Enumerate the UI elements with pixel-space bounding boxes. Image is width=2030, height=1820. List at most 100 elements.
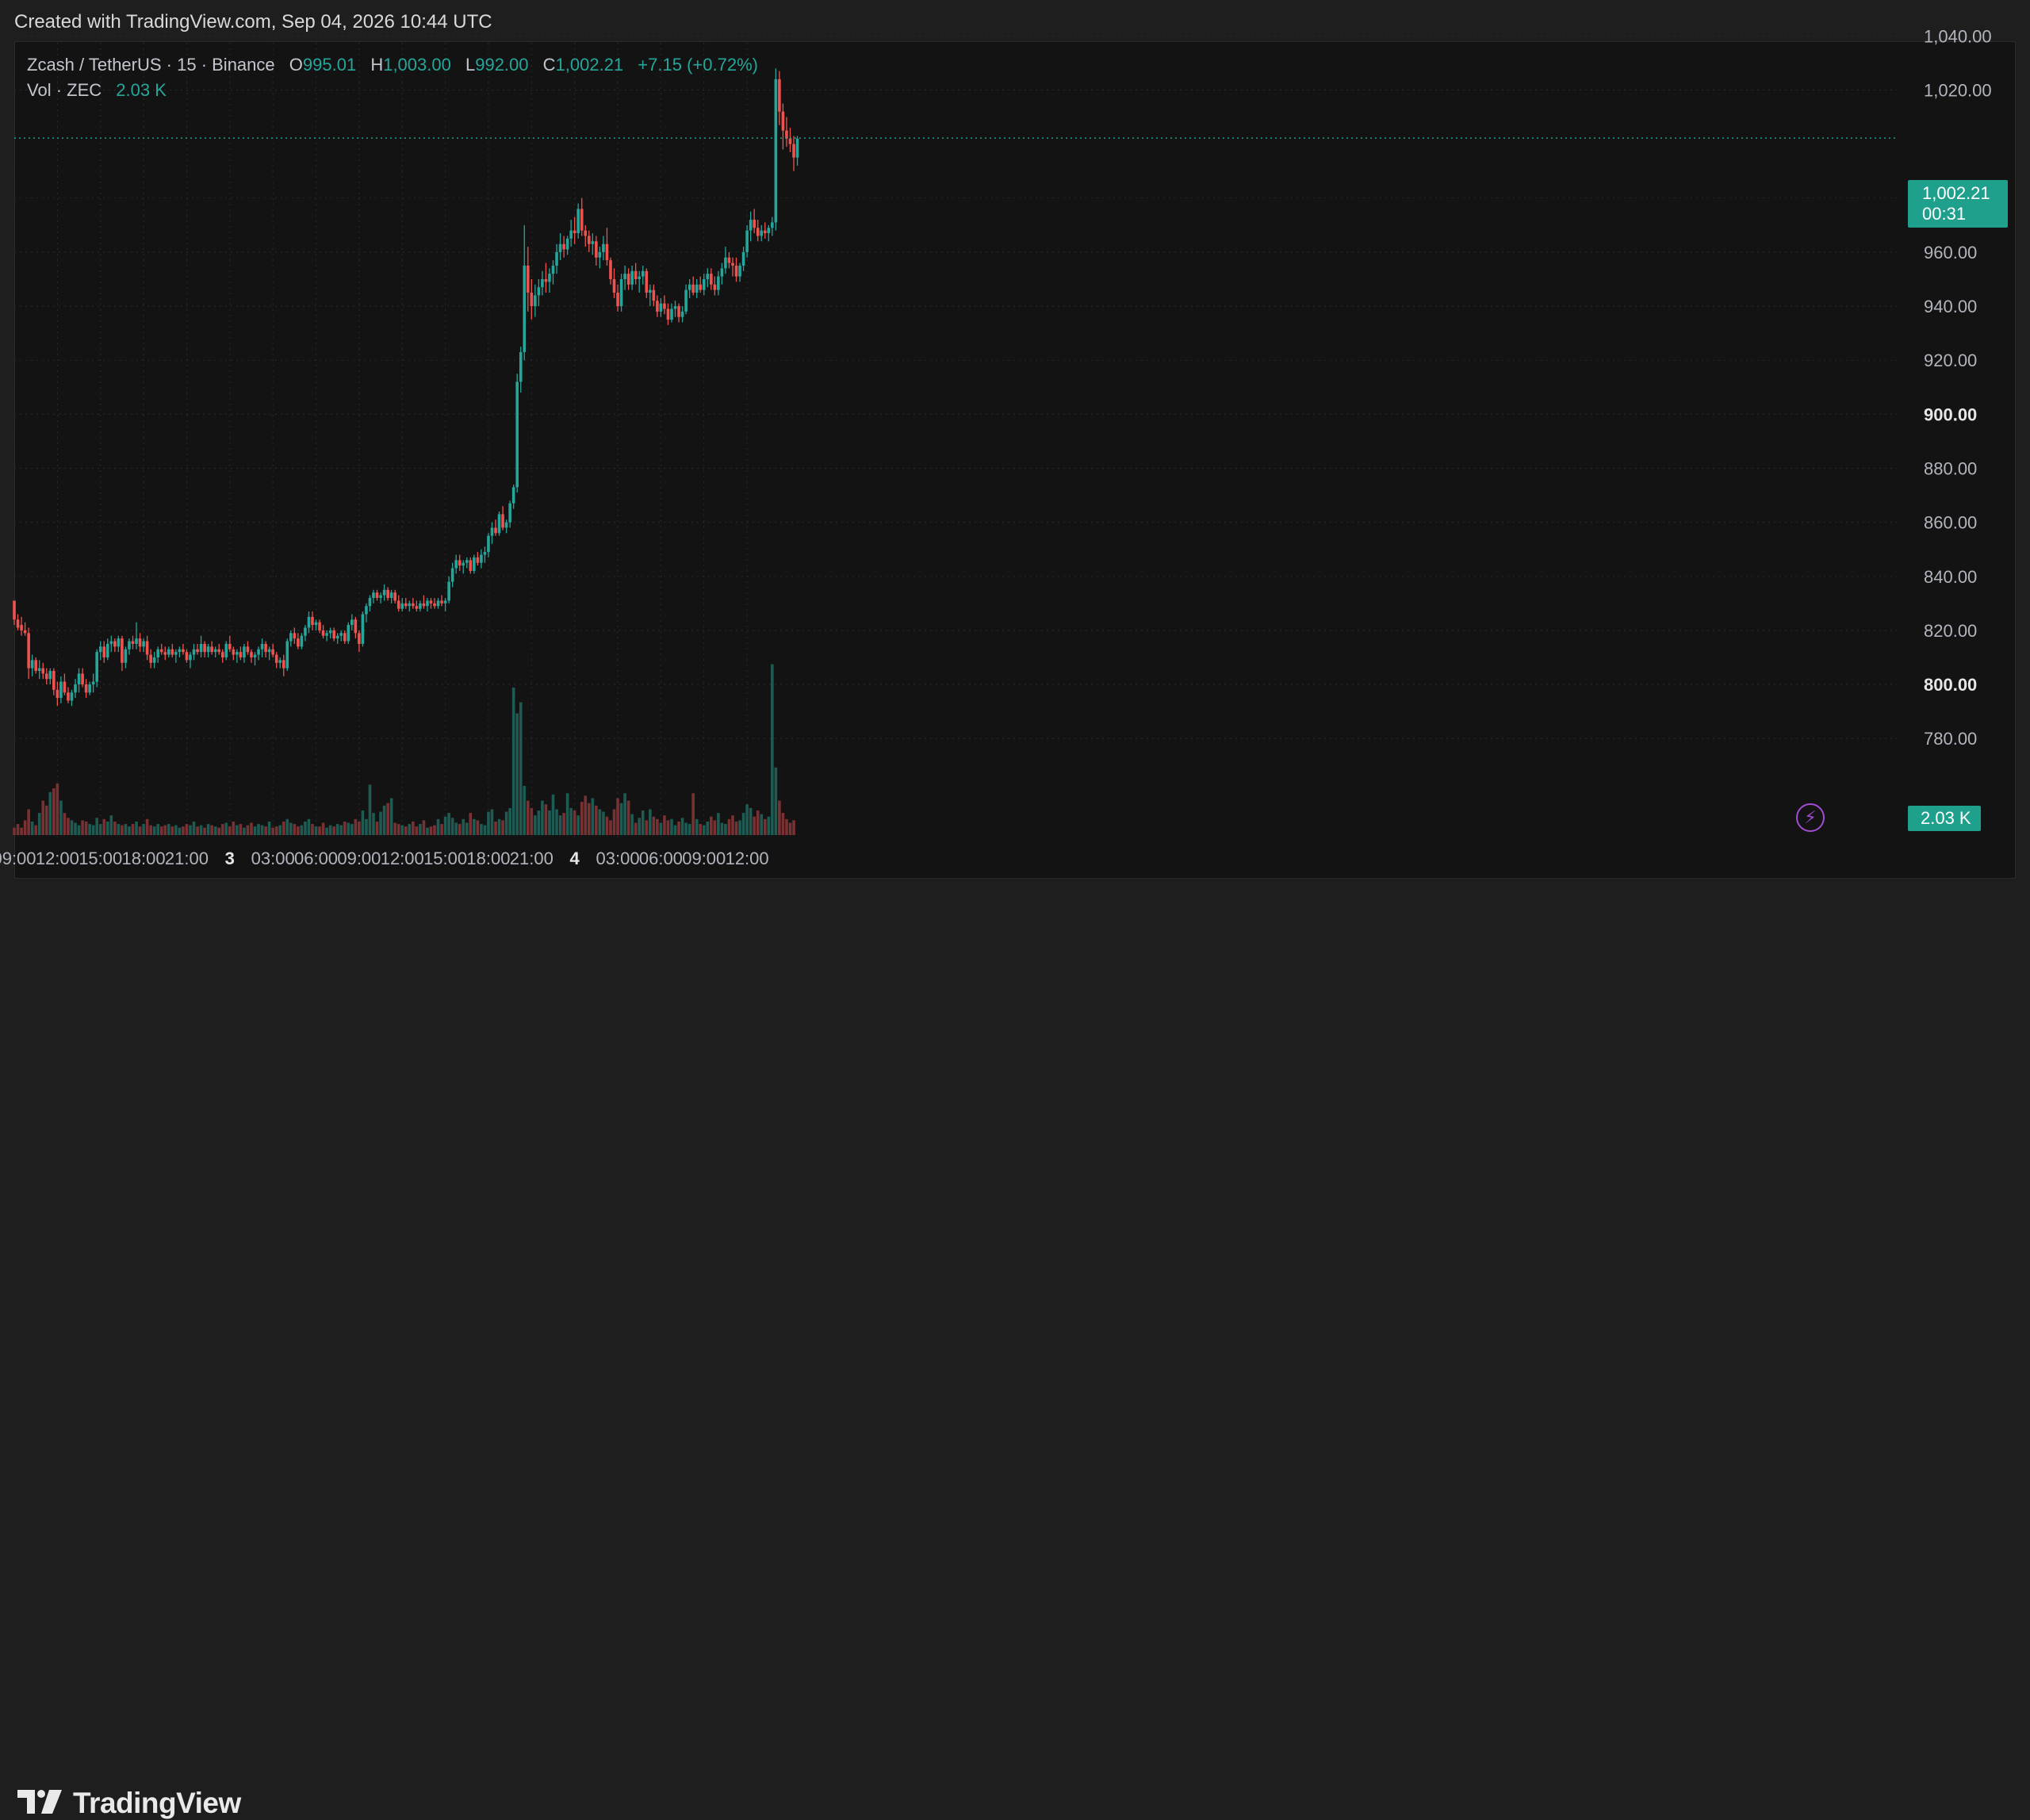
last-price-badge: 1,002.21 00:31 (1908, 180, 2008, 228)
candle-body (196, 649, 199, 653)
candle-body (400, 603, 404, 609)
legend-high-label: H (370, 55, 384, 75)
candle-body (699, 284, 703, 290)
price-axis[interactable]: 1,040.001,020.00980.00960.00940.00920.00… (1924, 26, 1992, 749)
time-tick-label: 06:00 (294, 849, 338, 868)
candle-body (462, 562, 465, 566)
candle-body (282, 660, 285, 669)
volume-bar (626, 800, 630, 835)
candle-body (734, 265, 738, 277)
time-tick-label: 3 (225, 849, 235, 868)
candle-body (48, 671, 52, 680)
legend-volume-label[interactable]: Vol · ZEC (27, 80, 102, 100)
volume-bar (526, 800, 530, 835)
volume-bar (328, 825, 332, 835)
volume-bar (408, 824, 412, 835)
candle-body (325, 633, 328, 636)
candle-body (623, 274, 626, 279)
chart-canvas[interactable]: 1,040.001,020.00980.00960.00940.00920.00… (0, 0, 2030, 880)
tradingview-logo[interactable]: TradingView (17, 1787, 255, 1819)
volume-bar (178, 827, 182, 835)
legend-symbol[interactable]: Zcash / TetherUS · 15 · Binance (27, 55, 275, 75)
candle-body (13, 600, 16, 620)
time-tick-label: 03:00 (251, 849, 295, 868)
candle-body (95, 652, 98, 682)
legend-close-label: C (542, 55, 556, 75)
candle-body (774, 79, 778, 223)
tradingview-logo-icon (17, 1790, 62, 1814)
volume-bar (544, 804, 548, 835)
candle-body (117, 638, 121, 647)
candle-body (638, 276, 642, 279)
candle-body (548, 274, 551, 282)
candle-body (358, 633, 361, 644)
volume-bar (84, 821, 88, 835)
volume-bar (591, 798, 595, 835)
volume-bar (673, 825, 677, 835)
volume-bar (508, 807, 511, 835)
volume-bar (501, 820, 504, 835)
candle-body (350, 619, 354, 626)
candle-body (515, 381, 519, 488)
volume-bar (13, 827, 16, 835)
candle-body (354, 619, 358, 634)
candle-body (483, 552, 487, 555)
time-axis[interactable]: 09:0012:0015:0018:0021:00303:0006:0009:0… (0, 849, 769, 868)
volume-bar (666, 820, 670, 835)
candle-body (199, 643, 203, 653)
candle-body (44, 673, 48, 680)
volume-bar (699, 824, 703, 835)
volume-bar (98, 824, 102, 835)
candle-body (534, 295, 537, 307)
volume-bar (304, 821, 307, 835)
volume-bar (598, 809, 602, 835)
candle-body (236, 652, 239, 655)
candle-body (113, 641, 117, 647)
candle-body (206, 646, 210, 653)
volume-bar (253, 826, 257, 835)
volume-bar (436, 818, 440, 835)
candle-body (174, 652, 178, 655)
candle-body (494, 527, 497, 534)
volume-bar (318, 826, 321, 835)
candle-body (426, 600, 429, 607)
lightning-bolt-icon[interactable]: ⚡ (1796, 803, 1825, 832)
chart-legend: Zcash / TetherUS · 15 · Binance O995.01 … (27, 52, 758, 103)
volume-bar (109, 815, 113, 835)
volume-bar (649, 809, 652, 835)
price-tick-label: 880.00 (1924, 458, 1977, 478)
candle-body (447, 581, 450, 601)
volume-bar (706, 821, 710, 835)
volume-bar (419, 824, 422, 835)
volume-bar (404, 826, 408, 835)
volume-bar (228, 826, 232, 835)
candle-body (20, 625, 23, 630)
volume-bar (44, 805, 48, 835)
candle-body (670, 308, 673, 320)
volume-bar (358, 821, 361, 835)
candle-body (760, 230, 764, 236)
volume-bar (702, 825, 706, 835)
volume-bar (236, 825, 239, 835)
volume-bar (731, 815, 734, 835)
created-with-text: Created with TradingView.com, Sep 04, 20… (14, 11, 492, 33)
time-tick-label: 06:00 (639, 849, 683, 868)
candle-body (458, 560, 462, 566)
candle-body (30, 660, 34, 669)
candle-body (634, 270, 638, 279)
chart-panel[interactable] (14, 41, 2016, 879)
volume-bar (523, 786, 527, 835)
candle-body (443, 600, 447, 603)
candle-body (415, 606, 419, 609)
volume-bar (400, 825, 404, 835)
candle-body (182, 649, 185, 653)
candle-body (663, 303, 666, 309)
candle-body (598, 251, 602, 258)
candle-body (673, 306, 677, 309)
volume-bar (476, 820, 480, 835)
volume-bar (530, 807, 534, 835)
volume-bars (13, 664, 795, 835)
volume-bar (27, 809, 30, 835)
volume-bar (246, 825, 250, 835)
volume-bar (534, 815, 537, 835)
